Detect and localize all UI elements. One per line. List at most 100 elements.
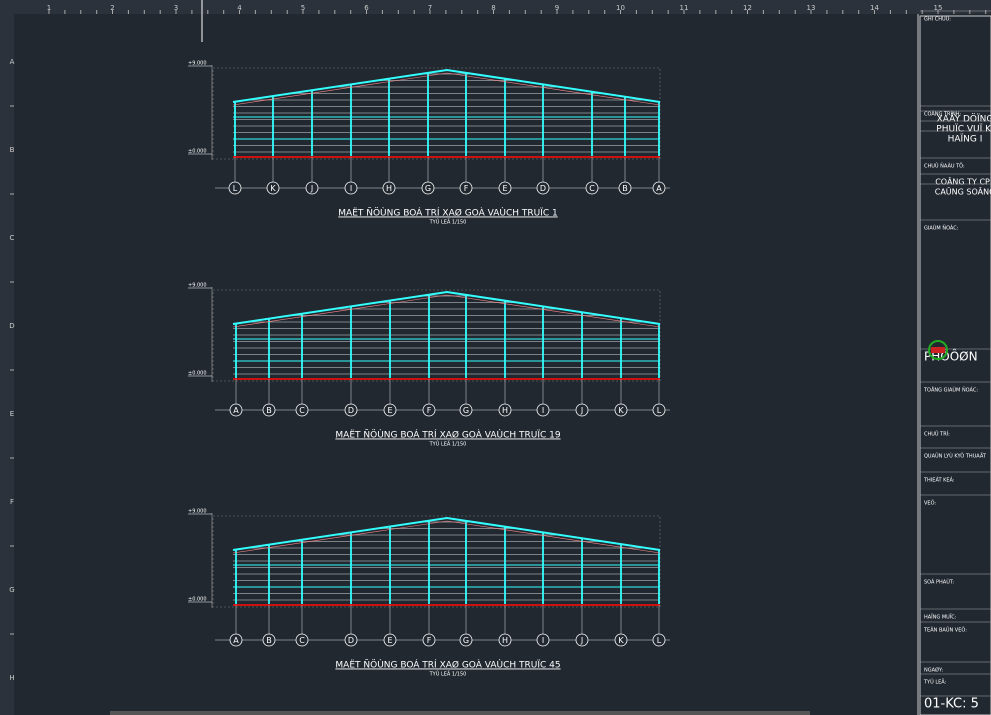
- axis-bubble: [575, 633, 589, 647]
- axis-label: D: [540, 184, 546, 193]
- roof-edge: [232, 294, 661, 328]
- ruler-label: 7: [428, 4, 432, 12]
- drawing-title: MAËT ÑÖÙNG BOÁ TRÍ XAØ GOÀ VAÙCH TRUÏC 1…: [335, 429, 560, 441]
- ruler-label: A: [10, 58, 15, 66]
- axis-bubble: [305, 181, 319, 195]
- axis-bubble: [262, 633, 276, 647]
- level-label: +9.000: [188, 283, 207, 289]
- axis-bubble: [652, 633, 666, 647]
- ruler-label: 1: [47, 4, 51, 12]
- top-ruler: [0, 0, 991, 14]
- block-text: HAÏNG I: [948, 134, 983, 145]
- axis-label: L: [233, 184, 238, 193]
- block-text: COÂNG TRÌNH:: [924, 111, 961, 118]
- logo-mark: [931, 347, 945, 353]
- drawing-scale: TYÛ LEÄ 1/150: [429, 441, 467, 448]
- drawing-title: MAËT ÑÖÙNG BOÁ TRÍ XAØ GOÀ VAÙCH TRUÏC 1: [338, 207, 557, 219]
- ruler-label: 10: [616, 4, 625, 12]
- ruler-label: C: [10, 234, 15, 242]
- axis-label: J: [580, 406, 583, 415]
- ruler-label: 8: [491, 4, 495, 12]
- block-text: GHI CHUÙ:: [924, 16, 951, 23]
- axis-bubble: [575, 403, 589, 417]
- axis-bubble: [382, 181, 396, 195]
- axis-label: A: [233, 636, 239, 645]
- axis-label: G: [425, 184, 431, 193]
- ruler-label: H: [9, 674, 14, 682]
- axis-label: I: [350, 184, 352, 193]
- ruler-label: D: [9, 322, 14, 330]
- axis-label: K: [618, 636, 624, 645]
- axis-label: H: [502, 406, 508, 415]
- axis-bubble: [652, 403, 666, 417]
- axis-label: K: [270, 184, 276, 193]
- axis-bubble: [536, 633, 550, 647]
- ruler-label: 13: [807, 4, 816, 12]
- axis-bubble: [266, 181, 280, 195]
- axis-label: G: [463, 636, 469, 645]
- axis-bubble: [459, 633, 473, 647]
- axis-label: F: [427, 406, 432, 415]
- roof-edge: [232, 520, 661, 554]
- axis-bubble: [295, 633, 309, 647]
- axis-bubble: [459, 403, 473, 417]
- block-text: NGAØY:: [924, 667, 943, 674]
- block-text: SOÁ PHAÙT:: [924, 579, 954, 586]
- axis-label: I: [542, 406, 544, 415]
- level-label: ±0.000: [188, 597, 207, 603]
- drawing-title: MAËT ÑÖÙNG BOÁ TRÍ XAØ GOÀ VAÙCH TRUÏC 4…: [335, 659, 560, 671]
- block-text: CHUÛ TRÌ:: [924, 431, 950, 438]
- block-text: TYÛ LEÄ:: [923, 679, 947, 686]
- level-label: +9.000: [188, 509, 207, 515]
- axis-label: G: [463, 406, 469, 415]
- block-text: TEÂN BAÛN VEÕ:: [923, 627, 967, 634]
- axis-bubble: [459, 181, 473, 195]
- dim-frame: [212, 67, 661, 160]
- ruler-label: 11: [680, 4, 689, 12]
- ruler-label: 4: [237, 4, 242, 12]
- axis-label: C: [299, 406, 305, 415]
- axis-bubble: [383, 633, 397, 647]
- scrollbar[interactable]: [110, 711, 810, 715]
- axis-label: J: [580, 636, 583, 645]
- ruler-label: 9: [555, 4, 559, 12]
- axis-bubble: [614, 633, 628, 647]
- block-text: GIAÙM ÑOÁC:: [924, 225, 959, 232]
- axis-label: F: [427, 636, 432, 645]
- axis-bubble: [498, 403, 512, 417]
- axis-bubble: [344, 181, 358, 195]
- axis-bubble: [383, 403, 397, 417]
- axis-label: L: [657, 636, 662, 645]
- dim-frame: [212, 289, 661, 382]
- axis-label: F: [464, 184, 469, 193]
- axis-label: C: [299, 636, 305, 645]
- axis-bubble: [652, 181, 666, 195]
- axis-bubble: [344, 403, 358, 417]
- axis-bubble: [618, 181, 632, 195]
- axis-bubble: [229, 633, 243, 647]
- block-text: TOÅNG GIAÙM ÑOÁC:: [923, 387, 978, 394]
- ruler-label: 15: [934, 4, 943, 12]
- block-text: COÂNG TY CP I: [935, 176, 991, 187]
- axis-label: C: [589, 184, 595, 193]
- axis-bubble: [295, 403, 309, 417]
- level-label: ±0.000: [188, 149, 207, 155]
- block-text: CAÛNG SOÂNG: [935, 186, 991, 197]
- ruler-label: B: [10, 146, 15, 154]
- axis-bubble: [536, 403, 550, 417]
- axis-label: B: [266, 636, 272, 645]
- axis-label: E: [502, 184, 507, 193]
- drawing-scale: TYÛ LEÄ 1/150: [429, 219, 467, 226]
- axis-label: A: [233, 406, 239, 415]
- axis-bubble: [585, 181, 599, 195]
- block-text: QUAÛN LYÙ KYÕ THUAÄT: [924, 453, 987, 460]
- ruler-label: 5: [301, 4, 305, 12]
- left-ruler: [0, 14, 14, 715]
- axis-bubble: [498, 633, 512, 647]
- axis-label: I: [542, 636, 544, 645]
- axis-label: B: [622, 184, 628, 193]
- axis-bubble: [229, 403, 243, 417]
- axis-bubble: [422, 633, 436, 647]
- ruler-label: F: [10, 498, 14, 506]
